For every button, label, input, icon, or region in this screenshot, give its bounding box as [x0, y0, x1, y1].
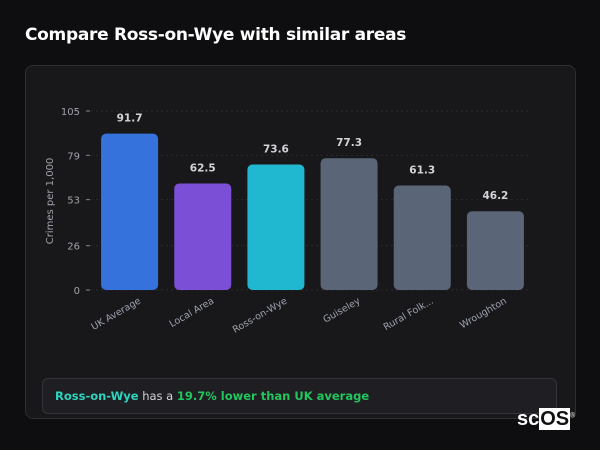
data-label: 46.2 — [482, 190, 508, 202]
x-tick-label: Rural Folk... — [382, 296, 436, 333]
data-label: 73.6 — [263, 144, 289, 156]
bar[interactable] — [101, 133, 159, 290]
y-tick-label: 105 — [61, 107, 80, 118]
page-title: Compare Ross-on-Wye with similar areas — [25, 25, 407, 45]
bar[interactable] — [466, 211, 524, 290]
bar[interactable] — [247, 164, 305, 290]
x-tick-label: Ross-on-Wye — [231, 296, 290, 336]
scos-logo: scOS® — [517, 408, 576, 430]
x-tick-label: Wroughton — [458, 296, 509, 332]
summary-callout: Ross-on-Wye has a 19.7% lower than UK av… — [42, 378, 557, 414]
bar[interactable] — [320, 158, 378, 290]
y-tick-label: 26 — [67, 242, 80, 253]
comparison-stat: 19.7% lower than UK average — [176, 389, 370, 403]
data-label: 77.3 — [336, 137, 362, 149]
callout-text: has a — [138, 389, 177, 403]
data-label: 91.7 — [117, 113, 143, 125]
area-name: Ross-on-Wye — [55, 389, 139, 403]
y-tick-label: 0 — [74, 286, 80, 297]
bar[interactable] — [393, 185, 451, 290]
y-tick-label: 53 — [67, 196, 80, 207]
data-label: 62.5 — [190, 162, 216, 174]
x-tick-label: Local Area — [168, 296, 216, 330]
bar[interactable] — [174, 183, 232, 290]
data-label: 61.3 — [409, 164, 435, 176]
y-tick-label: 79 — [67, 151, 80, 162]
x-tick-label: Guiseley — [321, 295, 362, 325]
y-axis-label: Crimes per 1,000 — [45, 158, 56, 245]
x-tick-label: UK Average — [90, 296, 143, 333]
